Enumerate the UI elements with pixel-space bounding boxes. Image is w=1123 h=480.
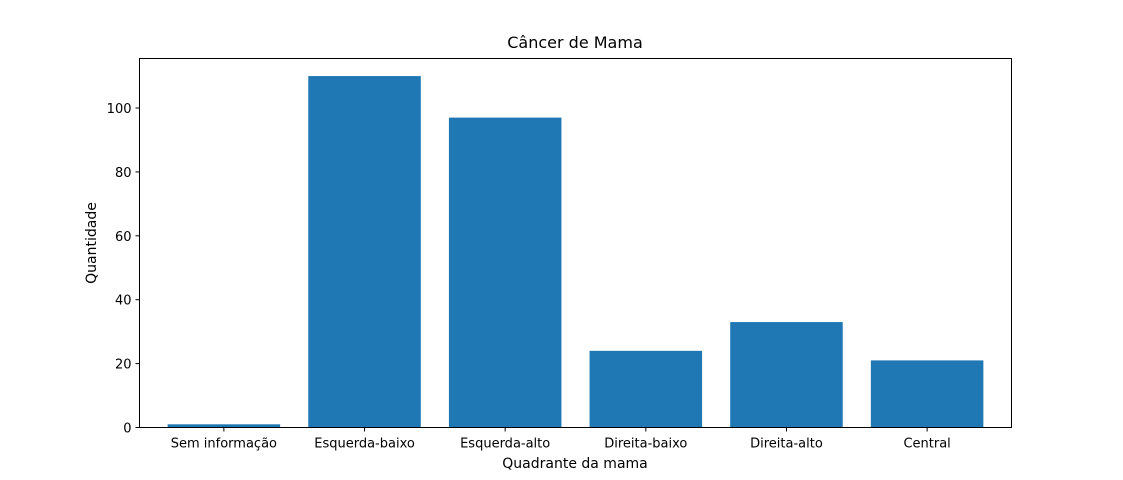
x-tick-label-2: Esquerda-alto: [460, 437, 550, 452]
y-axis-label: Quantidade: [84, 202, 100, 284]
y-tick-label-4: 80: [115, 166, 132, 181]
x-tick-label-1: Esquerda-baixo: [314, 437, 415, 452]
x-tick-label-3: Direita-baixo: [604, 437, 687, 452]
y-tick-label-0: 0: [123, 422, 131, 437]
bar-0: [167, 424, 281, 428]
x-tick-label-0: Sem informação: [171, 437, 277, 452]
y-axis-ticks: 0 20 40 60 80 100: [107, 102, 140, 437]
bar-3: [589, 350, 703, 428]
y-tick-label-5: 100: [107, 102, 132, 117]
bar-4: [730, 322, 843, 428]
y-tick-label-2: 40: [115, 294, 132, 309]
bar-1: [308, 76, 421, 428]
plot-frame: [139, 58, 1012, 428]
x-axis-ticks: Sem informação Esquerda-baixo Esquerda-alt…: [171, 427, 951, 452]
bars-group: [167, 76, 984, 428]
chart-title: Câncer de Mama: [507, 33, 643, 52]
x-tick-label-4: Direita-alto: [750, 437, 823, 452]
x-axis-label: Quadrante da mama: [502, 456, 647, 472]
y-tick-label-3: 60: [115, 230, 132, 245]
bar-5: [870, 360, 984, 428]
x-tick-label-5: Central: [903, 437, 950, 452]
bar-2: [448, 117, 562, 428]
y-tick-label-1: 20: [115, 358, 132, 373]
